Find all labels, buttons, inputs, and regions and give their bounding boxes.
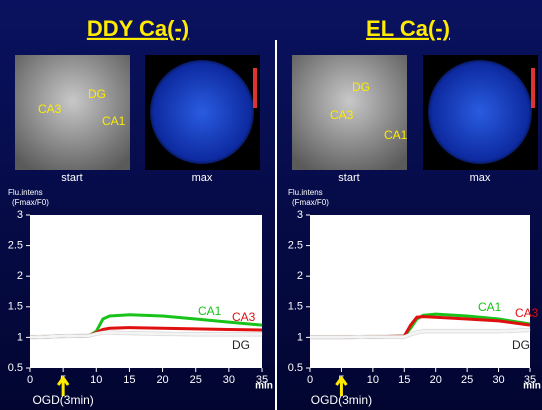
image-label: DG	[88, 87, 106, 101]
series-label: CA1	[478, 300, 502, 314]
y-tick-label: 2	[297, 270, 303, 282]
y-tick-label: 1.5	[288, 301, 303, 313]
plot-area	[30, 215, 262, 368]
y-tick-label: 2	[17, 270, 23, 282]
x-tick-label: 0	[307, 374, 313, 386]
panel-title: DDY Ca(-)	[87, 16, 189, 41]
panel-title: EL Ca(-)	[366, 16, 450, 41]
x-tick-label: 25	[190, 374, 202, 386]
y-axis-unit: (Fmax/F0)	[12, 198, 49, 207]
y-tick-label: 1	[297, 331, 303, 343]
y-tick-label: 1	[17, 331, 23, 343]
x-unit: min	[255, 381, 273, 392]
max-image	[150, 60, 254, 164]
x-tick-label: 20	[156, 374, 168, 386]
image-label: CA1	[102, 114, 126, 128]
plot-area	[310, 215, 530, 368]
y-axis-unit: (Fmax/F0)	[292, 198, 329, 207]
y-tick-label: 0.5	[8, 362, 23, 374]
image-label: CA3	[38, 102, 62, 116]
annotation: OGD(3min)	[32, 393, 93, 407]
y-tick-label: 2.5	[8, 240, 23, 252]
x-tick-label: 20	[430, 374, 442, 386]
x-unit: min	[523, 381, 541, 392]
series-label: DG	[512, 338, 530, 352]
x-tick-label: 30	[223, 374, 235, 386]
x-tick-label: 10	[90, 374, 102, 386]
page: DDY Ca(-)CA3DGCA1startmaxFlu.intens(Fmax…	[0, 0, 542, 410]
x-tick-label: 25	[461, 374, 473, 386]
x-tick-label: 30	[492, 374, 504, 386]
image-caption: start	[338, 172, 359, 184]
series-label: CA3	[515, 306, 539, 320]
colorbar	[531, 68, 535, 108]
y-tick-label: 2.5	[288, 240, 303, 252]
y-tick-label: 0.5	[288, 362, 303, 374]
series-label: CA1	[198, 304, 222, 318]
y-tick-label: 3	[17, 209, 23, 221]
image-label: DG	[352, 80, 370, 94]
image-caption: start	[61, 172, 82, 184]
series-label: CA3	[232, 310, 256, 324]
slide: DDY Ca(-)CA3DGCA1startmaxFlu.intens(Fmax…	[0, 0, 542, 410]
y-tick-label: 1.5	[8, 301, 23, 313]
x-tick-label: 0	[27, 374, 33, 386]
max-image	[428, 60, 532, 164]
start-image	[15, 55, 130, 170]
y-axis-label: Flu.intens	[288, 188, 323, 197]
x-tick-label: 15	[123, 374, 135, 386]
annotation: OGD(3min)	[311, 393, 372, 407]
y-tick-label: 3	[297, 209, 303, 221]
image-label: CA3	[330, 108, 354, 122]
image-caption: max	[192, 172, 213, 184]
x-tick-label: 15	[398, 374, 410, 386]
image-label: CA1	[384, 128, 408, 142]
series-label: DG	[232, 338, 250, 352]
image-caption: max	[470, 172, 491, 184]
y-axis-label: Flu.intens	[8, 188, 43, 197]
colorbar	[253, 68, 257, 108]
x-tick-label: 10	[367, 374, 379, 386]
